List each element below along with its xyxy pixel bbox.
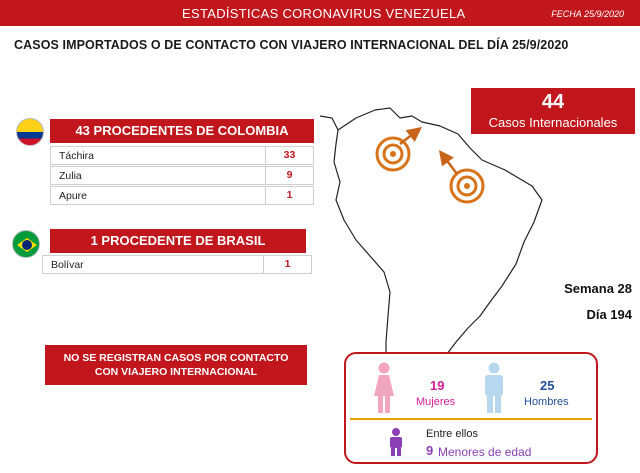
international-count: 44 — [541, 91, 565, 113]
table-row: Apure 1 — [50, 186, 314, 205]
week-day-box: Semana 28 Día 194 — [538, 275, 634, 329]
location-marker-icon — [375, 136, 485, 204]
demographics-divider — [350, 418, 592, 420]
women-count: 19 — [430, 378, 445, 393]
week-label: Semana 28 — [564, 281, 632, 296]
row-label: Táchira — [59, 150, 95, 162]
no-contact-line1: NO SE REGISTRAN CASOS POR CONTACTO — [63, 352, 289, 364]
header-title: ESTADÍSTICAS CORONAVIRUS VENEZUELA — [182, 6, 466, 21]
header-bar: ESTADÍSTICAS CORONAVIRUS VENEZUELA FECHA… — [0, 0, 640, 26]
among-label: Entre ellos — [426, 428, 478, 440]
table-row: Bolívar 1 — [42, 255, 312, 274]
row-label: Apure — [59, 190, 88, 202]
colombia-heading: 43 PROCEDENTES DE COLOMBIA — [50, 119, 314, 143]
brazil-flag-icon — [12, 230, 40, 258]
page-subtitle: CASOS IMPORTADOS O DE CONTACTO CON VIAJE… — [14, 38, 569, 52]
row-value: 33 — [265, 147, 313, 164]
row-value: 1 — [263, 256, 311, 273]
no-contact-notice: NO SE REGISTRAN CASOS POR CONTACTO CON V… — [45, 345, 307, 385]
row-value: 1 — [265, 187, 313, 204]
man-icon — [485, 362, 503, 413]
child-icon — [390, 428, 402, 456]
demographics-box: 19 Mujeres 25 Hombres Entre ellos 9 Meno… — [344, 352, 598, 464]
table-row: Zulia 9 — [50, 166, 314, 185]
woman-icon — [374, 362, 394, 413]
table-row: Táchira 33 — [50, 146, 314, 165]
international-cases-box: 44 Casos Internacionales — [471, 88, 635, 134]
women-label: Mujeres — [416, 396, 456, 408]
arrow-icon — [399, 126, 458, 175]
men-count: 25 — [540, 378, 555, 393]
no-contact-line2: CON VIAJERO INTERNACIONAL — [94, 366, 258, 378]
day-label: Día 194 — [586, 307, 632, 322]
row-label: Zulia — [59, 170, 82, 182]
colombia-flag-icon — [16, 118, 44, 146]
brasil-heading: 1 PROCEDENTE DE BRASIL — [50, 229, 306, 253]
row-value: 9 — [265, 167, 313, 184]
row-label: Bolívar — [51, 259, 84, 271]
men-label: Hombres — [524, 396, 569, 408]
minors-label: Menores de edad — [438, 445, 532, 459]
minors-count: 9 — [426, 443, 434, 458]
international-label: Casos Internacionales — [488, 115, 618, 130]
header-date: FECHA 25/9/2020 — [551, 9, 624, 19]
